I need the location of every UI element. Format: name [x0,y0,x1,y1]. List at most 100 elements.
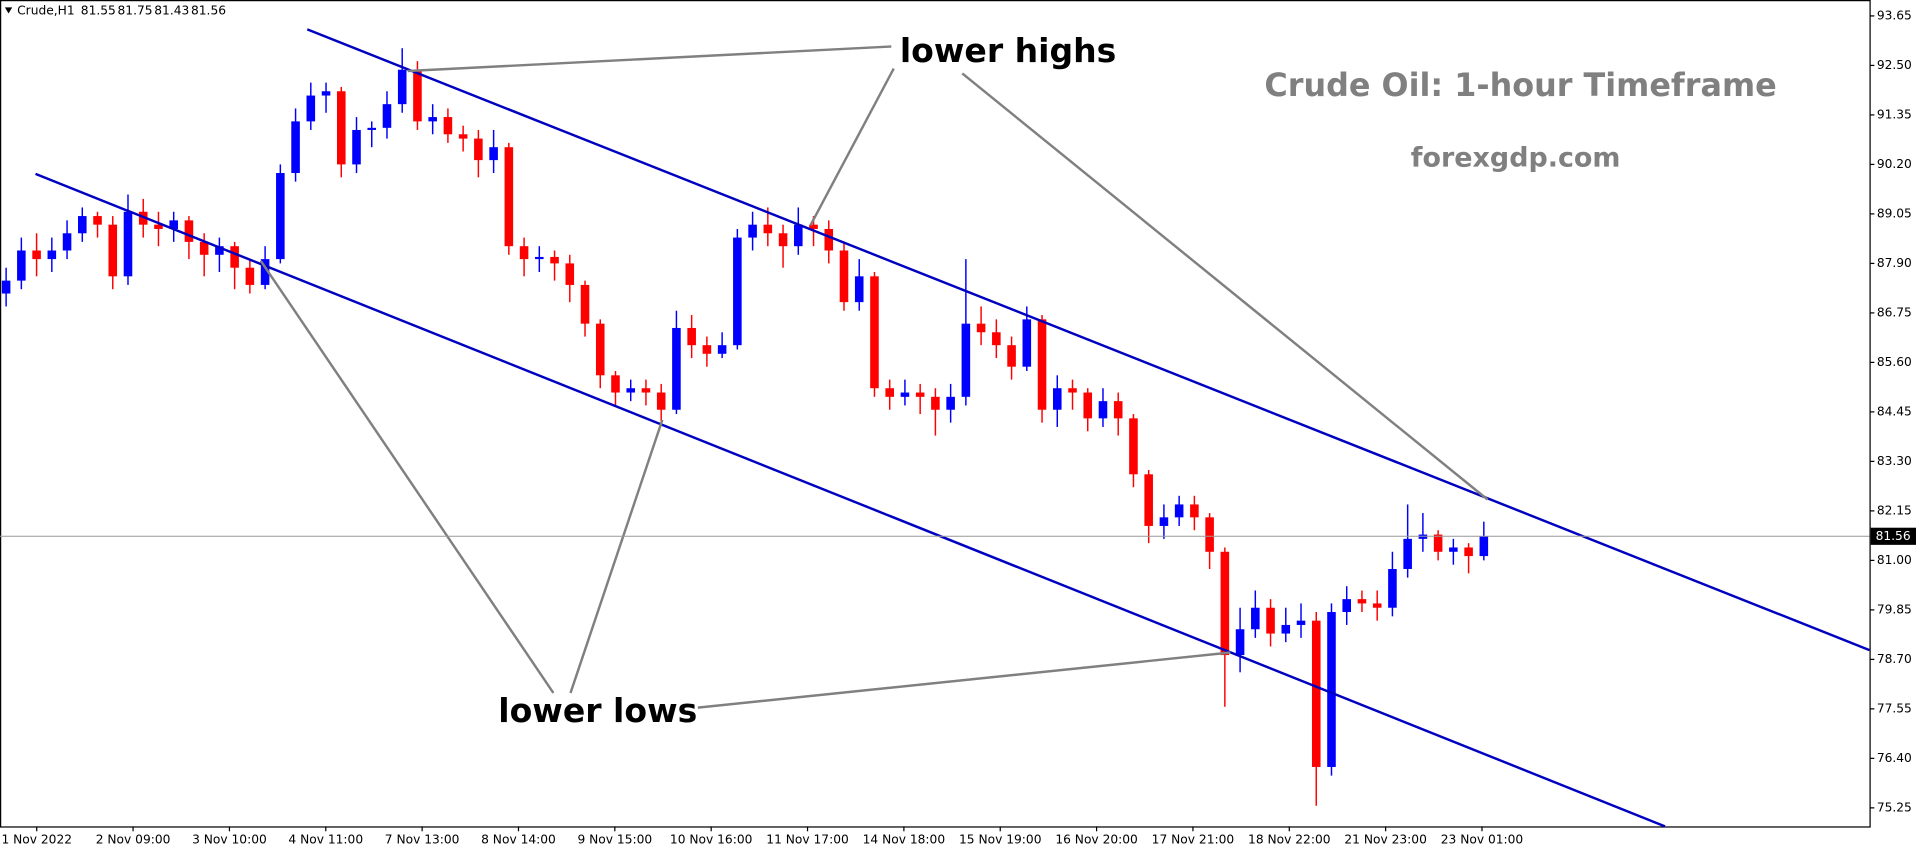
candle-body [1068,388,1077,393]
candle-body [504,147,514,247]
y-tick-label: 76.40 [1877,751,1912,765]
candle-body [687,327,696,346]
x-tick-label: 10 Nov 16:00 [670,832,752,846]
annotation-line [809,67,895,226]
candle-body [565,263,575,285]
candle-body [93,216,102,225]
candle-body [611,375,620,393]
candle-body [154,224,163,229]
candle-body [1433,534,1443,552]
candle-body [717,345,727,354]
candle-body [1342,599,1352,613]
y-tick-label: 79.85 [1877,602,1912,616]
candle-body [580,284,590,324]
y-tick-label: 83.30 [1877,454,1912,468]
x-tick-label: 15 Nov 19:00 [959,832,1041,846]
candle-body [1251,607,1260,630]
candle-body [1129,418,1138,475]
chart-subtitle: forexgdp.com [1411,143,1621,174]
candle-body [809,224,818,229]
candle-body [1296,620,1306,625]
x-tick-label: 18 Nov 22:00 [1248,832,1330,846]
y-tick-label: 90.20 [1877,157,1912,171]
x-tick-label: 7 Nov 13:00 [385,832,460,846]
y-tick-label: 82.15 [1877,503,1912,517]
candle-body [184,220,194,242]
candle-body [1372,603,1382,608]
annotation-line [697,651,1231,709]
candle-body [123,211,133,277]
candle-body [672,327,681,410]
last-price-label: 81.56 [1876,529,1911,543]
candle-body [1113,401,1123,419]
lower-channel-line [35,172,1666,828]
candle-body [291,121,300,174]
candle-body [260,259,270,285]
candle-body [321,91,331,96]
candle-body [1083,392,1093,419]
candle-body [1403,538,1412,569]
x-tick-label: 16 Nov 20:00 [1055,832,1137,846]
candle-body [1281,624,1291,634]
candle-body [839,250,849,303]
y-tick-label: 78.70 [1877,652,1912,666]
x-tick-label: 1 Nov 2022 [1,832,72,846]
candle-body [443,117,453,135]
y-tick-label: 77.55 [1877,701,1912,715]
annotation-line [259,260,555,694]
y-tick-label: 84.45 [1877,404,1912,418]
candle-body [47,250,57,260]
ohlc-value: 81.75 [118,4,153,18]
candle-body [824,228,834,251]
candle-body [230,246,239,268]
menu-arrow[interactable] [4,7,13,14]
candle-body [626,388,636,393]
candle-body [382,104,392,128]
candle-body [535,256,544,260]
annotation-line [407,45,892,73]
candle-body [397,69,407,105]
candle-body [976,323,986,333]
candle-body [352,129,361,165]
candle-body [656,392,666,410]
annotation-lines [259,45,1489,709]
candle-body [961,323,971,397]
candle-body [733,237,742,346]
ohlc-value: 81.56 [191,4,226,18]
annotation-line [569,419,664,694]
x-tick-label: 8 Nov 14:00 [481,832,556,846]
y-tick-label: 89.05 [1877,206,1912,220]
annotation-lower-lows: lower lows [498,691,697,730]
x-tick-label: 17 Nov 21:00 [1152,832,1234,846]
candle-body [900,392,910,397]
candles [1,48,1489,806]
candle-body [519,246,529,260]
candle-body [915,392,925,397]
candle-body [1220,551,1230,656]
candle-body [1464,547,1473,557]
y-tick-label: 92.50 [1877,58,1912,72]
x-tick-label: 2 Nov 09:00 [96,832,171,846]
annotation-lower-highs: lower highs [900,31,1116,70]
candle-body [32,250,41,260]
candle-body [992,332,1001,346]
candle-body [108,224,118,277]
x-tick-label: 23 Nov 01:00 [1441,832,1523,846]
candle-body [78,216,87,234]
candle-body [367,127,377,130]
upper-channel-line [306,28,1870,652]
candle-body [428,117,437,122]
chart-title: Crude Oil: 1-hour Timeframe [1264,66,1776,104]
candle-body [336,91,346,165]
y-tick-label: 93.65 [1877,8,1912,22]
candle-body [1205,517,1214,552]
y-tick-label: 91.35 [1877,107,1912,121]
candle-body [870,276,879,389]
candle-body [1327,612,1336,767]
candle-body [885,388,894,397]
candle-body [854,276,864,303]
candle-body [1479,536,1489,557]
candle-body [458,134,468,139]
candle-body [1235,629,1245,656]
